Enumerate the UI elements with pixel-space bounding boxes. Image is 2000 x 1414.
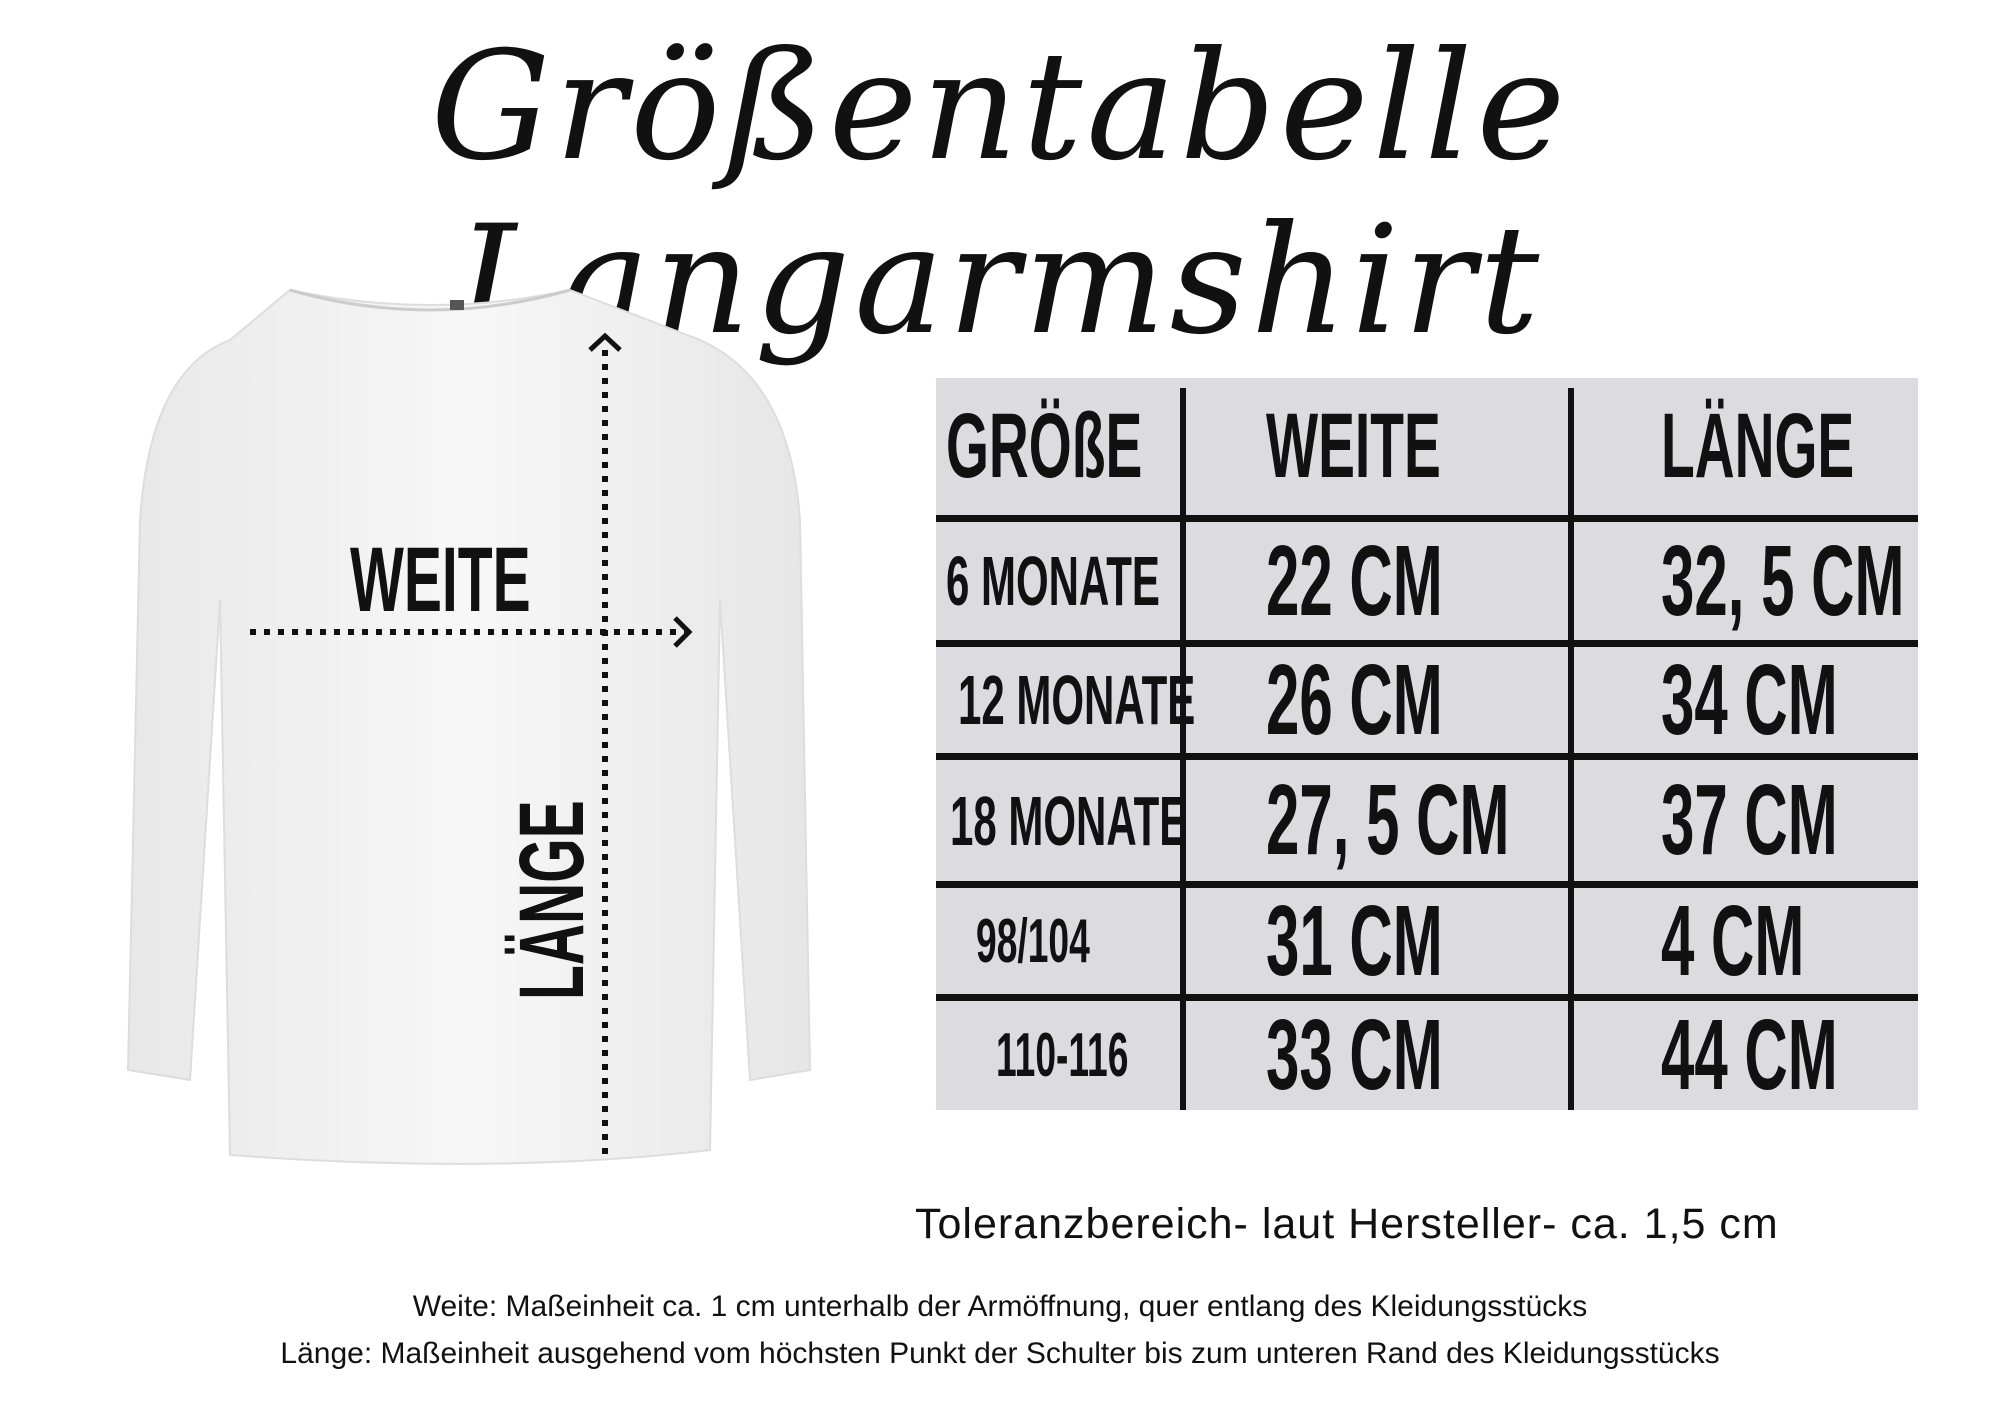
table-cell: 12 MONATE <box>958 647 1353 753</box>
table-cell: 34 CM <box>1661 644 1956 756</box>
table-cell: 32, 5 CM <box>1661 522 2000 640</box>
table-cell: 6 MONATE <box>946 522 1303 640</box>
table-cell-text: 33 CM <box>1266 999 1443 1111</box>
table-cell: 27, 5 CM <box>1266 760 1672 881</box>
table-cell-text: 4 CM <box>1661 884 1805 997</box>
table-cell: 44 CM <box>1661 999 1956 1111</box>
row-divider <box>936 515 1918 522</box>
table-cell: 37 CM <box>1661 760 1956 881</box>
table-cell-text: 12 MONATE <box>958 661 1196 739</box>
width-label: WEITE <box>350 529 531 631</box>
header-cell-text: LÄNGE <box>1661 395 1855 497</box>
table-cell: 33 CM <box>1266 999 1561 1111</box>
length-note: Länge: Maßeinheit ausgehend vom höchsten… <box>280 1337 1720 1370</box>
table-cell: 26 CM <box>1266 644 1561 756</box>
table-cell: 31 CM <box>1266 885 1561 997</box>
width-note: Weite: Maßeinheit ca. 1 cm unterhalb der… <box>412 1290 1588 1323</box>
row-divider <box>936 994 1918 1001</box>
column-divider <box>1180 388 1186 1110</box>
table-cell-text: 37 CM <box>1661 764 1838 876</box>
tolerance-note: Toleranzbereich- laut Hersteller- ca. 1,… <box>915 1200 1779 1248</box>
table-cell-text: 32, 5 CM <box>1661 524 1905 637</box>
row-divider <box>936 640 1918 647</box>
table-cell-text: 34 CM <box>1661 643 1838 756</box>
page-title: Größentabelle Langarmshirt <box>430 20 1570 368</box>
table-cell-text: 44 CM <box>1661 999 1838 1111</box>
table-cell: 22 CM <box>1266 522 1561 640</box>
table-cell: 18 MONATE <box>950 760 1345 881</box>
table-cell-text: 18 MONATE <box>950 781 1188 860</box>
table-cell: 98/104 <box>976 888 1166 994</box>
table-cell-text: 26 CM <box>1266 643 1443 756</box>
size-table: GRÖßE WEITE LÄNGE 6 MONATE 22 CM 32, 5 CM 12 M… <box>936 378 1918 1111</box>
table-cell-text: 6 MONATE <box>946 542 1160 620</box>
length-label: LÄNGE <box>501 800 603 1000</box>
table-cell: 4 CM <box>1661 885 1900 997</box>
row-divider <box>936 881 1918 888</box>
table-cell-text: 98/104 <box>976 906 1090 976</box>
table-cell-text: 22 CM <box>1266 524 1443 637</box>
row-divider <box>936 753 1918 760</box>
header-cell: WEITE <box>1266 378 1557 515</box>
table-cell-text: 110-116 <box>996 1021 1129 1090</box>
shirt-illustration <box>126 288 812 1165</box>
header-cell: GRÖßE <box>946 378 1273 515</box>
header-cell-text: GRÖßE <box>946 395 1143 497</box>
table-cell-text: 27, 5 CM <box>1266 764 1510 876</box>
table-cell: 110-116 <box>996 1001 1217 1110</box>
header-cell: LÄNGE <box>1661 378 1983 515</box>
table-cell-text: 31 CM <box>1266 884 1443 997</box>
column-divider <box>1568 388 1574 1110</box>
header-cell-text: WEITE <box>1266 395 1441 497</box>
